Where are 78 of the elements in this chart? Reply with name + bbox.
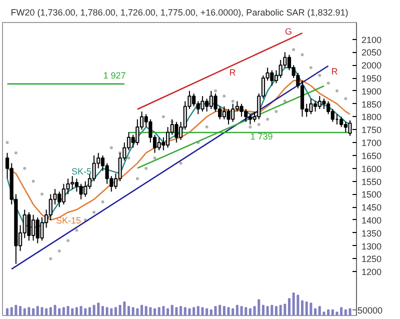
point: [283, 100, 286, 103]
point: [14, 151, 18, 154]
annotation: SK-5: [71, 166, 92, 176]
point: [110, 146, 113, 150]
candlestick: [240, 103, 244, 118]
y-tick-label: 2050: [362, 48, 382, 58]
point: [222, 94, 226, 98]
point: [6, 141, 9, 144]
annotation: R: [331, 66, 338, 76]
chart-title: FW20 (1,736.00, 1,786.00, 1,726.00, 1,775.00, +16.0000), Parabolic SAR (1,832.91): [10, 8, 348, 18]
point: [344, 97, 348, 100]
candlestick: [309, 98, 313, 115]
point: [326, 82, 330, 85]
point: [40, 192, 44, 196]
candlestick: [174, 121, 178, 144]
point: [309, 66, 312, 70]
y-tick-label: 1850: [362, 99, 382, 110]
annotation: 1 927: [103, 70, 126, 80]
point: [248, 126, 252, 129]
candlestick: [322, 98, 326, 110]
point: [335, 89, 338, 92]
y-tick-label: 1200: [362, 267, 382, 278]
point: [274, 110, 278, 114]
point: [153, 156, 156, 160]
candlestick: [200, 96, 204, 112]
candlestick: [313, 100, 318, 112]
y2-tick-label: 50000: [358, 305, 383, 316]
candlestick: [340, 116, 344, 128]
point: [318, 74, 322, 77]
y-tick-label: 1300: [362, 241, 382, 252]
point: [32, 180, 35, 183]
point: [300, 53, 304, 56]
point: [231, 100, 234, 103]
y-tick-label: 1450: [362, 202, 382, 213]
point: [127, 156, 130, 160]
point: [266, 118, 270, 121]
point: [144, 166, 148, 170]
point: [101, 200, 104, 204]
point: [23, 166, 26, 170]
point: [58, 249, 61, 252]
candlestick: [79, 183, 83, 200]
y-tick-label: 1650: [362, 150, 382, 161]
y-tick-label: 1250: [362, 254, 382, 264]
y-tick-label: 2100: [362, 34, 382, 45]
annotation: SK-15: [56, 216, 82, 226]
point: [205, 126, 208, 129]
point: [214, 89, 218, 92]
y-tick-label: 1700: [362, 138, 382, 148]
point: [75, 228, 78, 232]
point: [49, 257, 52, 260]
candlestick: [226, 108, 230, 125]
candlestick: [270, 70, 274, 86]
y-tick-label: 1350: [362, 228, 382, 238]
y-tick-label: 2000: [362, 60, 382, 71]
point: [179, 162, 182, 165]
candlestick: [166, 126, 170, 148]
point: [66, 239, 70, 242]
candlestick: [40, 216, 44, 242]
point: [292, 48, 296, 52]
y-tick-label: 1900: [362, 86, 382, 96]
y-tick-label: 1600: [362, 164, 382, 174]
y-tick-label: 1750: [362, 125, 382, 136]
y-tick-label: 1500: [362, 190, 382, 200]
point: [162, 115, 165, 118]
y-tick-label: 1550: [362, 176, 382, 187]
y-tick-label: 1400: [362, 215, 382, 226]
point: [92, 210, 96, 214]
point: [136, 177, 139, 180]
y-tick-label: 1800: [362, 112, 382, 122]
annotation: R: [229, 68, 236, 78]
annotation: 1 739: [250, 132, 273, 142]
candlestick: [27, 212, 31, 242]
y-tick-label: 1950: [362, 74, 382, 84]
candlestick: [278, 59, 282, 78]
candlestick: [136, 118, 140, 146]
candlestick: [248, 114, 252, 125]
point: [257, 122, 260, 126]
annotation: G: [285, 26, 292, 36]
